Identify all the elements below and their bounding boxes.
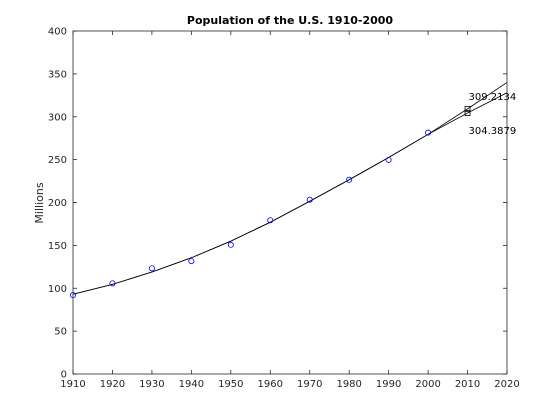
- x-tick-label: 1920: [100, 379, 125, 390]
- plot-area-background: [73, 31, 507, 374]
- x-tick-label: 1960: [258, 379, 283, 390]
- fit-curve-2: [72, 92, 508, 295]
- y-tick-label: 250: [48, 155, 67, 166]
- annotation-layer: 309.2134 304.3879: [464, 92, 517, 137]
- x-tick-label: 2020: [494, 379, 519, 390]
- y-tick-label: 400: [48, 27, 67, 38]
- plot-area-border: [72, 30, 508, 375]
- y-axis-label: Millions: [33, 182, 46, 223]
- y-tick-label: 0: [61, 370, 67, 381]
- x-tick-label: 2010: [455, 379, 480, 390]
- annotation-marker: [464, 105, 471, 112]
- data-point: [425, 129, 432, 136]
- data-point: [267, 217, 274, 224]
- x-tick-label: 1990: [376, 379, 401, 390]
- x-tick-label: 1980: [336, 379, 361, 390]
- data-point: [306, 196, 313, 203]
- data-point: [109, 280, 116, 287]
- annotation-label: 309.2134: [469, 92, 517, 103]
- y-tick-label: 50: [54, 327, 67, 338]
- x-tick-label: 2000: [415, 379, 440, 390]
- x-tick-label: 1970: [297, 379, 322, 390]
- data-point: [188, 258, 195, 265]
- x-axis: 1910 1920 1930 1940 1950 1960 1970 1980 1990 2000…: [60, 31, 520, 390]
- y-tick-label: 200: [48, 198, 67, 209]
- series-layer: [70, 82, 508, 299]
- x-tick-label: 1950: [218, 379, 243, 390]
- annotation-label: 304.3879: [469, 126, 517, 137]
- y-tick-label: 300: [48, 112, 67, 123]
- chart-title: Population of the U.S. 1910-2000: [187, 14, 393, 27]
- y-tick-label: 150: [48, 241, 67, 252]
- x-tick-label: 1930: [139, 379, 164, 390]
- data-point: [385, 156, 392, 163]
- data-point: [227, 241, 234, 248]
- x-tick-label: 1940: [179, 379, 204, 390]
- y-tick-label: 100: [48, 284, 67, 295]
- x-tick-label: 1910: [60, 379, 85, 390]
- annotation-marker: [464, 110, 471, 116]
- data-point: [148, 265, 155, 272]
- y-axis: 0 50 100 150 200 250 300 350 400: [48, 27, 507, 381]
- data-point: [346, 176, 353, 183]
- y-tick-label: 350: [48, 69, 67, 80]
